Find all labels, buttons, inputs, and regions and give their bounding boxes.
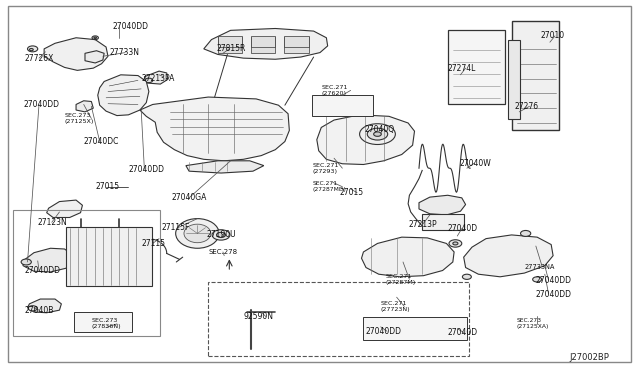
Text: SEC.271
(27620): SEC.271 (27620) — [321, 85, 348, 96]
Circle shape — [212, 230, 230, 240]
Text: 92590N: 92590N — [243, 312, 273, 321]
Polygon shape — [362, 237, 454, 277]
Text: 27040W: 27040W — [460, 158, 491, 167]
Polygon shape — [186, 161, 264, 173]
FancyBboxPatch shape — [422, 214, 464, 230]
Circle shape — [28, 46, 38, 52]
Polygon shape — [145, 71, 168, 84]
Circle shape — [374, 132, 381, 137]
Text: 27274L: 27274L — [448, 64, 476, 73]
Text: 27276: 27276 — [515, 102, 539, 111]
Polygon shape — [47, 200, 83, 218]
Text: 27190U: 27190U — [206, 230, 236, 240]
Text: 27015: 27015 — [339, 188, 364, 197]
Text: 27040DC: 27040DC — [84, 137, 119, 146]
FancyBboxPatch shape — [284, 37, 308, 53]
FancyBboxPatch shape — [218, 36, 242, 47]
Polygon shape — [44, 38, 108, 70]
Polygon shape — [140, 97, 289, 161]
FancyBboxPatch shape — [218, 37, 242, 53]
Circle shape — [216, 232, 225, 237]
Text: 27040DD: 27040DD — [129, 165, 164, 174]
Circle shape — [94, 37, 97, 38]
Ellipse shape — [184, 224, 211, 243]
Circle shape — [449, 240, 462, 247]
Circle shape — [28, 306, 37, 311]
Circle shape — [29, 48, 33, 51]
FancyBboxPatch shape — [74, 312, 132, 333]
Text: 27040Q: 27040Q — [365, 125, 395, 134]
Ellipse shape — [175, 219, 219, 248]
Text: 27115: 27115 — [141, 239, 165, 248]
Polygon shape — [76, 101, 93, 112]
Text: 27040DD: 27040DD — [23, 100, 59, 109]
Polygon shape — [23, 248, 74, 272]
Polygon shape — [85, 51, 104, 63]
Circle shape — [21, 259, 31, 265]
Text: 27726X: 27726X — [25, 54, 54, 62]
Text: 27213P: 27213P — [408, 221, 436, 230]
Text: 27015: 27015 — [95, 182, 119, 191]
FancyBboxPatch shape — [364, 317, 467, 340]
Text: SEC.273
(27836N): SEC.273 (27836N) — [92, 318, 121, 329]
Circle shape — [360, 124, 396, 144]
FancyBboxPatch shape — [312, 95, 373, 116]
Text: SEC.271
(27293): SEC.271 (27293) — [312, 163, 339, 174]
Text: 27040GA: 27040GA — [172, 193, 207, 202]
Text: SEC.271
(27287M): SEC.271 (27287M) — [385, 274, 415, 285]
Text: 27040DD: 27040DD — [113, 22, 148, 31]
Circle shape — [367, 128, 388, 140]
FancyBboxPatch shape — [284, 36, 308, 47]
Text: 27040DD: 27040DD — [536, 276, 572, 285]
Text: SEC.278: SEC.278 — [208, 249, 237, 255]
FancyBboxPatch shape — [511, 21, 559, 131]
Text: 27213PA: 27213PA — [141, 74, 175, 83]
Text: SEC.271
(27723N): SEC.271 (27723N) — [381, 301, 410, 312]
Polygon shape — [419, 195, 466, 215]
FancyBboxPatch shape — [66, 227, 152, 286]
Text: 27040DD: 27040DD — [366, 327, 402, 336]
Polygon shape — [204, 29, 328, 59]
Text: 27040DD: 27040DD — [536, 290, 572, 299]
Text: 27040DD: 27040DD — [25, 266, 61, 275]
Circle shape — [463, 274, 471, 279]
FancyBboxPatch shape — [8, 6, 631, 362]
FancyBboxPatch shape — [251, 36, 275, 47]
Text: SEC.273
(27125XA): SEC.273 (27125XA) — [516, 318, 549, 329]
Text: 27733NA: 27733NA — [524, 264, 555, 270]
Circle shape — [532, 277, 541, 282]
Circle shape — [520, 231, 531, 236]
FancyBboxPatch shape — [448, 31, 505, 105]
Text: 27040B: 27040B — [25, 306, 54, 315]
Text: J27002BP: J27002BP — [569, 353, 609, 362]
FancyBboxPatch shape — [508, 39, 520, 119]
Text: 27733N: 27733N — [109, 48, 140, 57]
Text: 27115F: 27115F — [162, 223, 190, 232]
Polygon shape — [464, 235, 553, 277]
Text: 27040D: 27040D — [448, 328, 478, 337]
Text: SEC.273
(27125X): SEC.273 (27125X) — [65, 113, 94, 124]
Circle shape — [92, 36, 99, 39]
Circle shape — [453, 242, 458, 245]
Polygon shape — [98, 75, 149, 116]
Text: SEC.271
(27287MD): SEC.271 (27287MD) — [312, 181, 346, 192]
Text: 27815R: 27815R — [216, 44, 246, 53]
Text: 27123N: 27123N — [38, 218, 67, 227]
Text: 27010: 27010 — [540, 31, 564, 41]
Circle shape — [145, 78, 153, 83]
Polygon shape — [28, 299, 61, 313]
Polygon shape — [317, 115, 415, 164]
FancyBboxPatch shape — [251, 37, 275, 53]
Text: 27040D: 27040D — [448, 224, 478, 233]
